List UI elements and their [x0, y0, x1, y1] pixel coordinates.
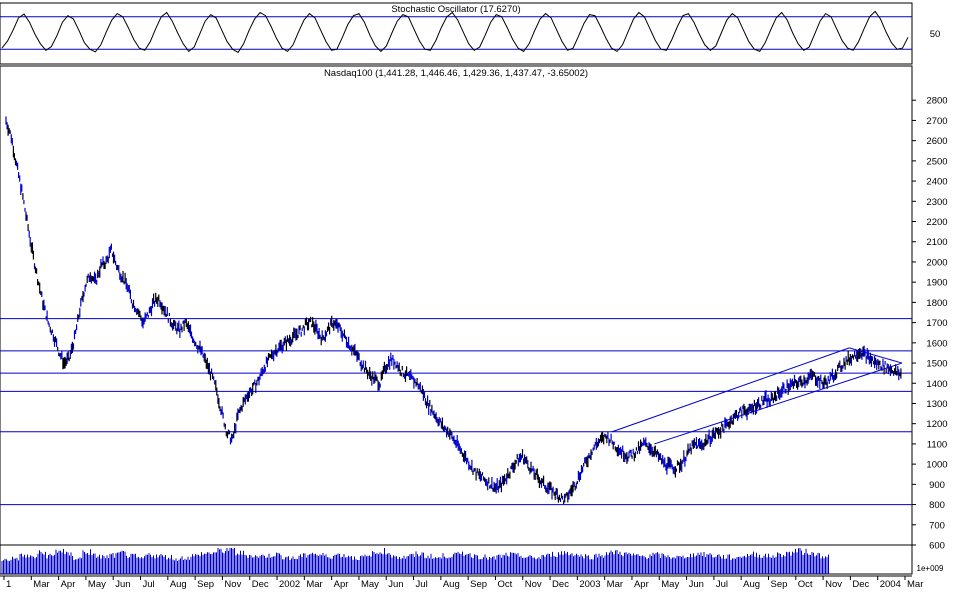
x-tick-label-Jun: Jun: [689, 579, 704, 589]
price-ytick-label-600: 600: [929, 541, 945, 552]
price-ytick-label-900: 900: [929, 480, 945, 491]
x-tick-label-Mar: Mar: [306, 579, 322, 589]
x-axis: 1 Mar Apr May Jun Jul Aug Sep Nov Dec 2002 Mar Apr Ma…: [0, 575, 923, 590]
x-tick-label-2002: 2002: [279, 579, 300, 589]
x-tick-label-Sep: Sep: [470, 579, 487, 589]
price-panel: Nasdaq100 (1,441.28, 1,446.46, 1,429.36,…: [0, 65, 948, 552]
x-tick-label-Apr: Apr: [634, 579, 649, 589]
x-tick-label-Aug: Aug: [170, 579, 187, 589]
stochastic-frame: [0, 2, 913, 65]
x-tick-label-Nov: Nov: [825, 579, 842, 589]
x-tick-label-Jul: Jul: [416, 579, 428, 589]
price-ytick-label-2100: 2100: [926, 237, 947, 248]
x-tick-label-1: 1: [6, 579, 11, 589]
price-ytick-label-1100: 1100: [927, 439, 947, 450]
x-tick-label-Oct: Oct: [497, 579, 512, 589]
x-tick-label-Jul: Jul: [143, 579, 155, 589]
price-ytick-label-1200: 1200: [926, 419, 947, 430]
price-ytick-label-1600: 1600: [926, 338, 947, 349]
stochastic-tick-50: 50: [930, 29, 941, 40]
price-ytick-label-2200: 2200: [926, 217, 947, 228]
x-tick-label-Dec: Dec: [252, 579, 269, 589]
price-ytick-label-1300: 1300: [926, 399, 947, 410]
x-tick-label-2003: 2003: [579, 579, 600, 589]
x-tick-label-Mar: Mar: [607, 579, 623, 589]
x-tick-label-Mar: Mar: [33, 579, 49, 589]
stochastic-title: Stochastic Oscillator (17.6270): [391, 4, 520, 15]
x-tick-label-Oct: Oct: [798, 579, 813, 589]
x-tick-label-May: May: [361, 579, 379, 589]
x-tick-label-Nov: Nov: [525, 579, 542, 589]
price-ytick-label-2600: 2600: [926, 136, 947, 147]
x-tick-label-Sep: Sep: [770, 579, 787, 589]
price-ytick-label-1900: 1900: [926, 278, 947, 289]
price-ytick-label-2700: 2700: [926, 116, 947, 127]
channel-lower-line: [654, 362, 903, 445]
stochastic-panel: Stochastic Oscillator (17.6270) 50: [0, 2, 941, 65]
x-tick-label-Jul: Jul: [716, 579, 728, 589]
x-tick-label-Dec: Dec: [552, 579, 569, 589]
stochastic-line: [1, 10, 909, 54]
volume-panel: 1e+009: [0, 544, 944, 575]
channel-upper-line: [611, 347, 850, 433]
price-ytick-label-1400: 1400: [926, 379, 947, 390]
x-tick-label-Apr: Apr: [61, 579, 76, 589]
price-ytick-label-2400: 2400: [926, 177, 947, 188]
x-tick-label-Nov: Nov: [224, 579, 241, 589]
price-ytick-label-2000: 2000: [926, 257, 947, 268]
x-tick-label-Sep: Sep: [197, 579, 214, 589]
price-title: Nasdaq100 (1,441.28, 1,446.46, 1,429.36,…: [324, 68, 588, 79]
price-ytick-label-2300: 2300: [926, 197, 947, 208]
price-ytick-label-1500: 1500: [926, 359, 947, 370]
volume-tick-label: 1e+009: [917, 564, 944, 573]
x-tick-label-Jun: Jun: [115, 579, 130, 589]
price-ytick-label-800: 800: [929, 500, 945, 511]
x-tick-label-Aug: Aug: [443, 579, 460, 589]
x-tick-label-May: May: [88, 579, 106, 589]
price-ytick-label-2800: 2800: [926, 96, 947, 107]
x-tick-label-2004: 2004: [880, 579, 901, 589]
channel-upper-down-line: [849, 347, 903, 364]
x-tick-label-Mar: Mar: [907, 579, 923, 589]
price-ytick-label-1700: 1700: [926, 318, 947, 329]
price-ytick-label-1000: 1000: [926, 460, 947, 471]
x-tick-label-Jun: Jun: [388, 579, 403, 589]
price-ytick-label-1800: 1800: [926, 298, 947, 309]
x-tick-label-Apr: Apr: [334, 579, 349, 589]
x-tick-label-Aug: Aug: [743, 579, 760, 589]
price-ytick-label-2500: 2500: [926, 156, 947, 167]
x-tick-label-May: May: [661, 579, 679, 589]
price-ytick-label-700: 700: [929, 520, 945, 531]
x-tick-label-Dec: Dec: [852, 579, 869, 589]
